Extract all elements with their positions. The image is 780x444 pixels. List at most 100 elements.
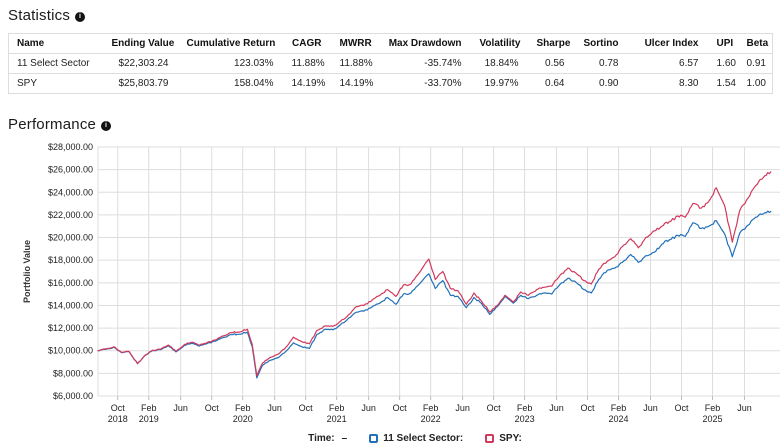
table-cell: $22,303.24 [103,53,179,74]
x-tick-month: Jun [173,403,188,413]
column-header: Sortino [574,33,629,54]
performance-section: Performance $6,000.00 $8,000.00 $10,000.00… [8,116,780,444]
legend-item-spy[interactable]: SPY: [485,433,522,444]
x-tick-month: Jun [737,403,752,413]
chart-legend: Time: – 11 Select Sector: SPY: [8,433,780,444]
table-cell: 6.57 [628,53,709,74]
x-tick-month: Jun [455,403,470,413]
y-tick-label: $10,000.00 [48,346,93,356]
x-tick-month: Feb [611,403,627,413]
legend-label-spy: SPY: [499,433,522,444]
legend-time-label: Time: [308,433,335,444]
x-tick-year: 2019 [139,414,159,424]
table-cell: -33.70% [379,73,472,94]
table-cell: 0.56 [528,53,575,74]
y-tick-label: $6,000.00 [53,391,93,401]
x-tick-year: 2025 [703,414,723,424]
info-icon[interactable] [75,11,86,22]
table-cell: 123.03% [178,53,284,74]
x-tick-month: Feb [329,403,345,413]
table-cell: 11.88% [331,53,380,74]
performance-header: Performance [8,116,772,133]
x-tick-year: 2018 [108,414,128,424]
x-tick-month: Jun [643,403,658,413]
statistics-table: Name Ending Value Cumulative Return CAGR MWR… [8,33,773,94]
table-cell: 14.19% [283,73,332,94]
y-tick-label: $16,000.00 [48,278,93,288]
chart-axis-labels: $6,000.00 $8,000.00 $10,000.00 $12,000.00 $1… [22,142,752,424]
x-tick-month: Feb [517,403,533,413]
statistics-title: Statistics [8,7,71,24]
table-cell: 158.04% [178,73,284,94]
legend-item-select-sector[interactable]: 11 Select Sector: [369,433,463,444]
column-header: Cumulative Return [178,33,284,54]
legend-time: Time: – [308,433,347,444]
x-tick-month: Feb [141,403,157,413]
x-tick-year: 2020 [233,414,253,424]
performance-title: Performance [8,116,97,133]
series-swatch-spy[interactable] [485,434,495,443]
column-header: Max Drawdown [379,33,472,54]
table-cell: 1.60 [708,53,739,74]
column-header: UPI [708,33,739,54]
table-cell: 14.19% [331,73,380,94]
x-tick-month: Oct [299,403,314,413]
y-tick-label: $22,000.00 [48,210,93,220]
x-tick-month: Feb [423,403,439,413]
column-header: CAGR [283,33,332,54]
legend-time-value: – [341,433,348,444]
x-tick-year: 2023 [515,414,535,424]
y-tick-label: $14,000.00 [48,300,93,310]
table-cell: 1.54 [708,73,739,94]
y-tick-label: $12,000.00 [48,323,93,333]
x-tick-month: Oct [205,403,220,413]
x-tick-month: Oct [393,403,408,413]
column-header: Name [8,33,104,54]
y-tick-label: $18,000.00 [48,255,93,265]
y-axis-title: Portfolio Value [22,240,32,303]
table-row: 11 Select Sector $22,303.24 123.03% 11.88% 1… [8,53,773,74]
chart-grid [97,146,780,400]
info-icon[interactable] [101,120,112,131]
x-tick-year: 2024 [609,414,629,424]
table-cell: 19.97% [471,73,529,94]
x-tick-month: Oct [111,403,126,413]
table-cell: 11.88% [283,53,332,74]
column-header: Ulcer Index [628,33,709,54]
table-cell: 8.30 [628,73,709,94]
table-header-row: Name Ending Value Cumulative Return CAGR MWR… [8,33,773,54]
y-tick-label: $20,000.00 [48,233,93,243]
statistics-header: Statistics [8,0,772,24]
x-tick-year: 2022 [421,414,441,424]
table-cell: 18.84% [471,53,529,74]
y-tick-label: $24,000.00 [48,187,93,197]
column-header: Sharpe [528,33,575,54]
y-tick-label: $8,000.00 [53,368,93,378]
y-tick-label: $26,000.00 [48,165,93,175]
table-cell: 0.78 [574,53,629,74]
chart-canvas[interactable]: $6,000.00 $8,000.00 $10,000.00 $12,000.00 $1… [8,139,780,427]
series-line-11-select-sector[interactable] [97,210,772,379]
table-cell: -35.74% [379,53,472,74]
table-row: SPY $25,803.79 158.04% 14.19% 14.19% -33.70% 1… [8,73,773,94]
table-cell: SPY [8,73,104,94]
x-tick-month: Jun [361,403,376,413]
column-header: MWRR [331,33,380,54]
x-tick-year: 2021 [327,414,347,424]
performance-chart: $6,000.00 $8,000.00 $10,000.00 $12,000.00 $1… [8,139,780,444]
x-tick-month: Feb [705,403,721,413]
column-header: Beta [738,33,773,54]
y-tick-label: $28,000.00 [48,142,93,152]
table-cell: 11 Select Sector [8,53,104,74]
table-cell: 0.90 [574,73,629,94]
column-header: Ending Value [103,33,179,54]
x-tick-month: Oct [487,403,502,413]
series-swatch-select-sector[interactable] [369,434,379,443]
column-header: Volatility [471,33,529,54]
x-tick-month: Oct [675,403,690,413]
table-cell: 1.00 [738,73,773,94]
series-line-spy[interactable] [97,171,772,377]
x-tick-month: Oct [581,403,596,413]
table-cell: $25,803.79 [103,73,179,94]
